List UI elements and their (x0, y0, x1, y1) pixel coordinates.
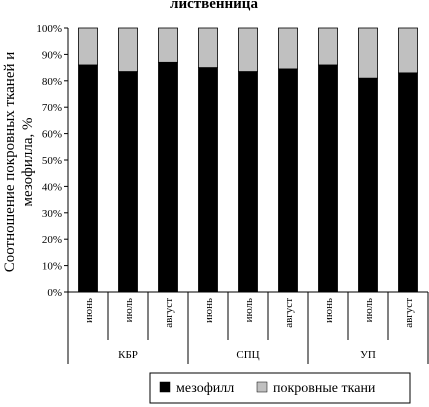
x-tick-label: июль (363, 298, 375, 322)
bar-mezofill (318, 64, 338, 293)
legend-swatch-pokrovnye (256, 381, 268, 393)
bar-mezofill (238, 71, 258, 293)
y-tick-label: 0% (47, 287, 62, 299)
bar-pokrovnye-tkani (158, 27, 178, 63)
legend: мезофилл покровные ткани (149, 372, 411, 404)
x-tick-label: июнь (323, 298, 335, 323)
legend-box (149, 372, 411, 404)
bar-mezofill (278, 68, 298, 293)
y-axis: 0% 10% 20% 30% 40% 50% 60% 70% 80% 90% 100% (36, 23, 69, 299)
y-axis-label-line-1: Соотношение покровных тканей и (2, 52, 18, 273)
legend-swatch-mezofill (159, 381, 171, 393)
y-tick-label: 60% (42, 129, 62, 141)
bar-pokrovnye-tkani (118, 27, 138, 72)
y-tick-label: 20% (42, 234, 62, 246)
bar-mezofill (358, 77, 378, 293)
y-tick-label: 70% (42, 102, 62, 114)
x-tick-label: июнь (203, 298, 215, 323)
x-group-label: УП (360, 349, 376, 361)
chart-title: лиственница (170, 0, 258, 12)
y-tick-label: 10% (42, 261, 62, 273)
x-tick-label: июль (123, 298, 135, 322)
y-tick-label: 90% (42, 49, 62, 61)
x-tick-label: август (163, 298, 175, 328)
y-tick-label: 30% (42, 208, 62, 220)
y-tick-label: 100% (36, 23, 62, 35)
bar-pokrovnye-tkani (398, 27, 418, 74)
x-group-label: КБР (118, 349, 138, 361)
bar-mezofill (398, 72, 418, 293)
bar-pokrovnye-tkani (278, 27, 298, 70)
legend-label-pokrovnye: покровные ткани (273, 381, 376, 396)
bar-pokrovnye-tkani (78, 27, 98, 66)
y-axis-label-line-2: мезофилла, % (20, 117, 36, 206)
bar-pokrovnye-tkani (238, 27, 258, 72)
y-axis-label: Соотношение покровных тканей и мезофилла… (2, 52, 36, 273)
x-tick-label: август (283, 298, 295, 328)
bar-pokrovnye-tkani (318, 27, 338, 66)
y-tick-label: 40% (42, 181, 62, 193)
x-group-label: СПЦ (236, 349, 259, 361)
y-tick-label: 50% (42, 155, 62, 167)
bar-mezofill (78, 64, 98, 293)
legend-label-mezofill: мезофилл (176, 381, 234, 396)
y-tick-label: 80% (42, 76, 62, 88)
plot-area (78, 27, 418, 293)
x-tick-label: июль (243, 298, 255, 322)
x-tick-label: август (403, 298, 415, 328)
bar-mezofill (198, 67, 218, 293)
bar-mezofill (118, 71, 138, 293)
bar-mezofill (158, 61, 178, 293)
bar-pokrovnye-tkani (358, 27, 378, 79)
x-axis: июнь июль август июнь июль август июнь июль авгу… (67, 291, 429, 364)
x-tick-label: июнь (83, 298, 95, 323)
bar-pokrovnye-tkani (198, 27, 218, 68)
